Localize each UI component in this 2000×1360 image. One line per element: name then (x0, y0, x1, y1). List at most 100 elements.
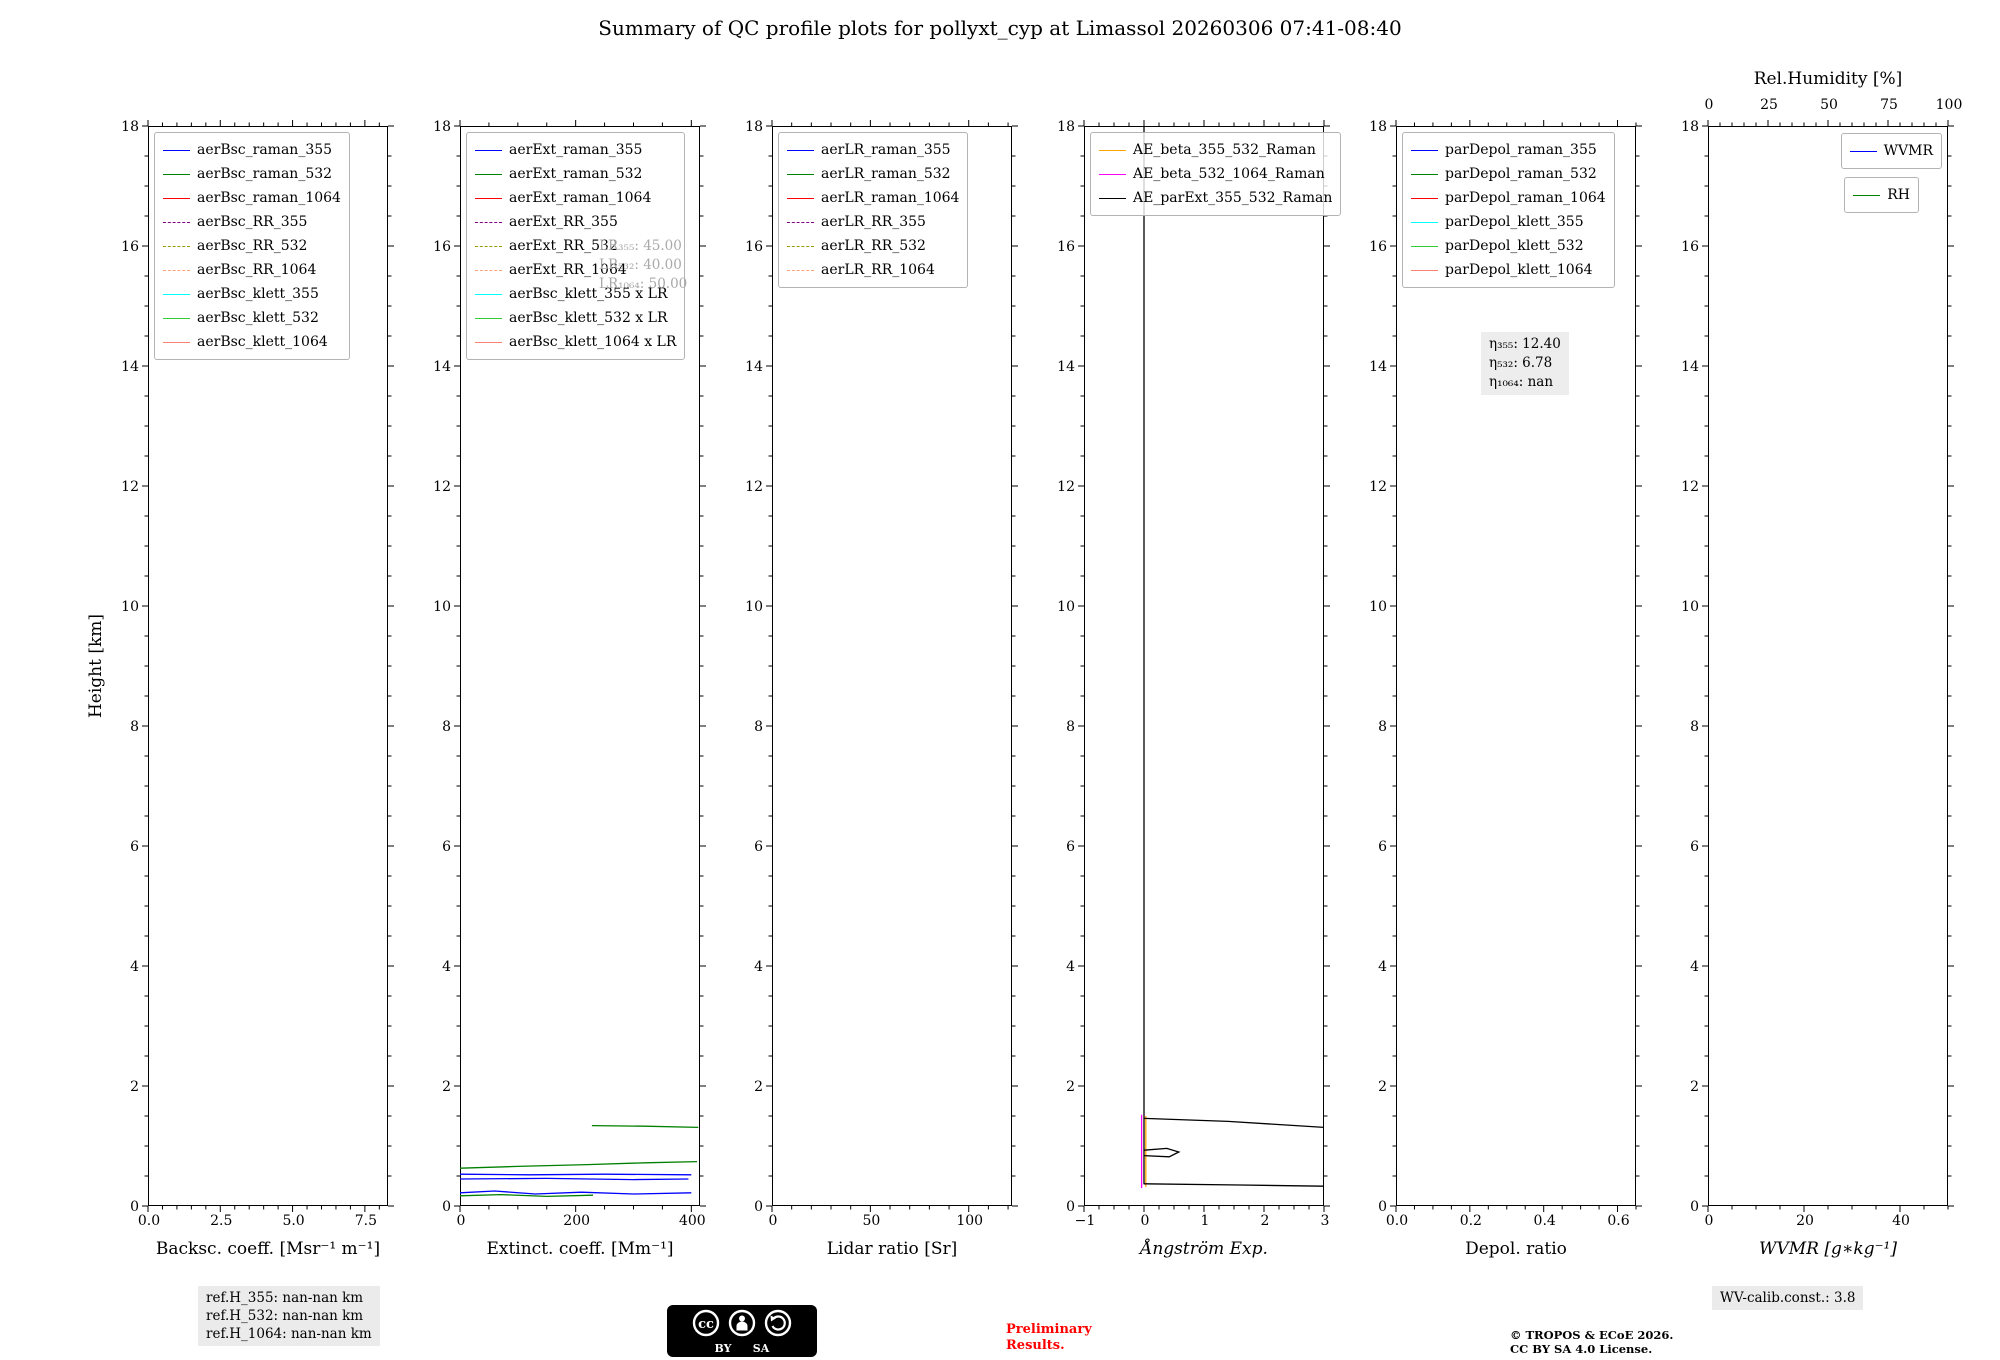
plot-area-depol (1390, 120, 1642, 1212)
legend-item-label: aerBsc_klett_1064 x LR (509, 334, 677, 350)
x-axis-label-extinction: Extinct. coeff. [Mm⁻¹] (486, 1239, 674, 1259)
legend-line-sample (1849, 150, 1877, 152)
annotation-line: LR₁₀₆₄: 50.00 (599, 276, 688, 293)
y-tick-label: 16 (433, 239, 451, 255)
legend-line-sample (1411, 269, 1438, 271)
legend-item: aerBsc_klett_1064 x LR (475, 330, 676, 354)
share-alike-icon (764, 1309, 792, 1337)
y-tick-label: 8 (754, 719, 763, 735)
legend-item: parDepol_raman_1064 (1411, 186, 1606, 210)
legend-item-label: aerExt_raman_1064 (509, 190, 652, 206)
y-tick-label: 8 (1690, 719, 1699, 735)
y-tick-label: 8 (1378, 719, 1387, 735)
x-tick-label: 100 (956, 1213, 984, 1229)
legend-line-sample (475, 317, 502, 319)
legend-line-sample (1099, 197, 1126, 199)
top-axis-tick-label: 50 (1820, 97, 1838, 113)
y-tick-label: 6 (754, 839, 763, 855)
legend-wvmr-1: RH (1844, 177, 1919, 213)
legend-item: aerBsc_raman_532 (163, 162, 341, 186)
x-tick-label: 1 (1200, 1213, 1210, 1229)
legend-line-sample (163, 149, 190, 151)
legend-item: parDepol_klett_532 (1411, 234, 1606, 258)
legend-line-sample (163, 293, 190, 295)
legend-wvmr: WVMR (1840, 133, 1942, 169)
x-axis-label-backscatter: Backsc. coeff. [Msr⁻¹ m⁻¹] (155, 1239, 381, 1259)
y-tick-label: 0 (442, 1199, 451, 1215)
legend-item-label: aerLR_RR_1064 (821, 262, 935, 278)
legend-item: aerLR_RR_355 (787, 210, 959, 234)
y-axis-label: Height [km] (86, 613, 106, 719)
legend-item-label: parDepol_klett_1064 (1445, 262, 1593, 278)
preliminary-results-note: Preliminary Results. (1006, 1322, 1092, 1354)
y-tick-label: 6 (442, 839, 451, 855)
x-tick-label: 7.5 (354, 1213, 377, 1229)
legend-item-label: parDepol_raman_355 (1445, 142, 1597, 158)
y-tick-label: 2 (754, 1079, 763, 1095)
legend-item-label: aerBsc_klett_1064 (197, 334, 328, 350)
x-tick-label: 2 (1260, 1213, 1270, 1229)
legend-line-sample (475, 269, 502, 271)
y-tick-label: 18 (745, 119, 763, 135)
y-tick-label: 10 (745, 599, 763, 615)
top-axis-tick-label: 75 (1880, 97, 1898, 113)
legend-line-sample (163, 221, 190, 223)
legend-backscatter: aerBsc_raman_355 aerBsc_raman_532 aerBsc_r… (154, 132, 350, 360)
legend-line-sample (1853, 194, 1881, 196)
legend-item-label: parDepol_klett_355 (1445, 214, 1584, 230)
legend-item-label: aerBsc_klett_355 x LR (509, 286, 668, 302)
person-icon (728, 1309, 756, 1337)
plot-panel-lidar_ratio: 0 2 4 6 8 10 12 14 16 18 0 50 100 Lidar ratio [Sr] aer… (745, 119, 1018, 1259)
legend-line-sample (1411, 245, 1438, 247)
annotation-line: LR₅₃₂: 40.00 (599, 257, 682, 274)
copyright-note: © TROPOS & ECoE 2026. CC BY SA 4.0 Licen… (1510, 1328, 1673, 1356)
x-tick-label: 3 (1320, 1213, 1330, 1229)
wv-calibration-constant: WV-calib.const.: 3.8 (1720, 1290, 1856, 1306)
legend-line-sample (1411, 173, 1438, 175)
legend-line-sample (1411, 221, 1438, 223)
legend-item: aerExt_RR_1064 (475, 258, 676, 282)
legend-item-label: aerLR_RR_532 (821, 238, 926, 254)
annotation-line: LR₃₅₅: 45.00 (599, 238, 682, 255)
legend-item-label: parDepol_raman_1064 (1445, 190, 1606, 206)
x-tick-label: 2.5 (210, 1213, 233, 1229)
plot-area-wvmr (1702, 120, 1954, 1212)
y-tick-label: 16 (121, 239, 139, 255)
y-tick-label: 6 (1690, 839, 1699, 855)
wv-calibration-constant-box: WV-calib.const.: 3.8 (1712, 1286, 1864, 1310)
y-tick-label: 2 (1066, 1079, 1075, 1095)
legend-item-label: aerExt_raman_355 (509, 142, 643, 158)
legend-item-label: aerExt_raman_532 (509, 166, 643, 182)
legend-item: aerBsc_raman_1064 (163, 186, 341, 210)
y-tick-label: 14 (1369, 359, 1387, 375)
y-tick-label: 16 (1057, 239, 1075, 255)
legend-item: aerLR_RR_532 (787, 234, 959, 258)
y-tick-label: 0 (1378, 1199, 1387, 1215)
legend-item-label: parDepol_raman_532 (1445, 166, 1597, 182)
figure-title: Summary of QC profile plots for pollyxt_… (598, 16, 1402, 40)
preliminary-line-1: Preliminary (1006, 1322, 1092, 1337)
legend-item: AE_beta_532_1064_Raman (1099, 162, 1332, 186)
x-tick-label: 0 (456, 1213, 466, 1229)
legend-item: aerBsc_RR_1064 (163, 258, 341, 282)
y-tick-label: 4 (442, 959, 451, 975)
x-axis-label-wvmr: WVMR [g∗kg⁻¹] (1758, 1239, 1898, 1259)
x-tick-label: 0 (768, 1213, 778, 1229)
x-axis-label-lidar_ratio: Lidar ratio [Sr] (826, 1239, 958, 1259)
series-aerExt_raman_532 (460, 1160, 698, 1169)
legend-item: parDepol_klett_1064 (1411, 258, 1606, 282)
legend-line-sample (163, 197, 190, 199)
y-tick-label: 2 (1690, 1079, 1699, 1095)
legend-item: AE_parExt_355_532_Raman (1099, 186, 1332, 210)
y-tick-label: 16 (1369, 239, 1387, 255)
x-tick-label: 0 (1140, 1213, 1150, 1229)
annotation-line: η₅₃₂: 6.78 (1489, 355, 1553, 372)
x-tick-label: 5.0 (282, 1213, 305, 1229)
y-tick-label: 18 (433, 119, 451, 135)
y-tick-label: 18 (121, 119, 139, 135)
legend-item-label: WVMR (1883, 143, 1933, 159)
legend-extinction: aerExt_raman_355 aerExt_raman_532 aerExt_r… (466, 132, 686, 360)
legend-line-sample (1411, 149, 1438, 151)
y-tick-label: 12 (1369, 479, 1387, 495)
